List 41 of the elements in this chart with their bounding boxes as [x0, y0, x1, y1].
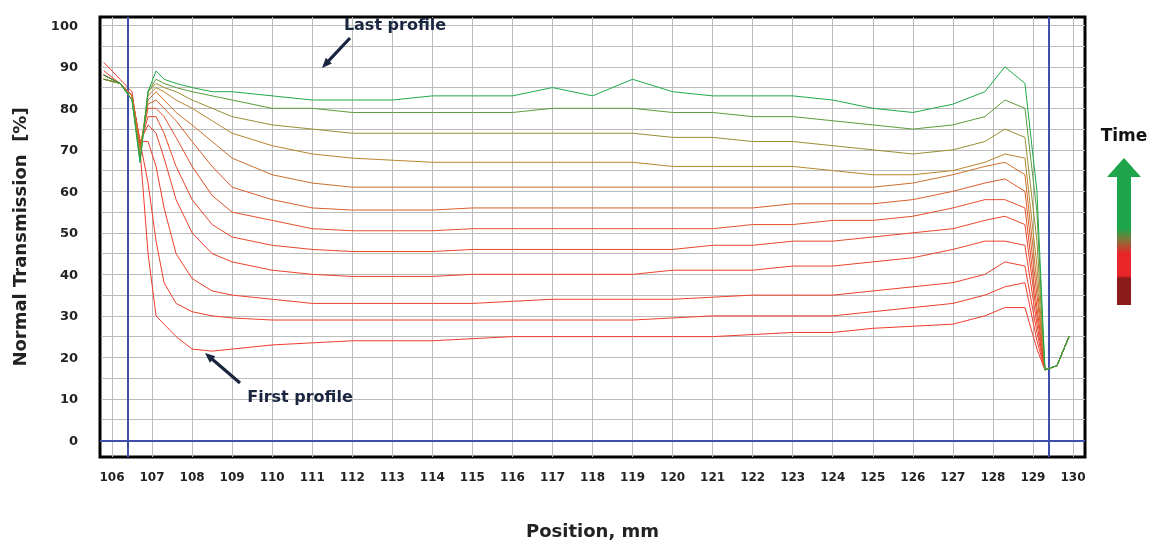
- x-tick-label: 110: [259, 470, 285, 484]
- y-tick-label: 10: [59, 391, 78, 407]
- y-tick-label: 50: [59, 225, 78, 241]
- y-axis-title: Normal Transmission [%]: [8, 107, 30, 367]
- x-tick-label: 129: [1020, 470, 1046, 484]
- x-tick-label: 125: [860, 470, 886, 484]
- x-tick-label: 116: [499, 470, 525, 484]
- annotation: First profile: [247, 386, 353, 406]
- x-tick-label: 107: [139, 470, 165, 484]
- annotation: Last profile: [343, 14, 447, 34]
- y-tick-label: 60: [59, 183, 78, 199]
- y-tick-label: 90: [59, 59, 78, 75]
- x-tick-label: 123: [780, 470, 806, 484]
- x-tick-label: 117: [539, 470, 565, 484]
- x-tick-label: 114: [419, 470, 445, 484]
- x-tick-label: 126: [900, 470, 926, 484]
- x-tick-label: 121: [700, 470, 726, 484]
- text: Time: [1100, 125, 1148, 145]
- x-tick-label: 109: [219, 470, 245, 484]
- x-tick-label: 108: [179, 470, 205, 484]
- y-tick-label: 20: [59, 349, 78, 365]
- x-tick-label: 111: [299, 470, 325, 484]
- x-axis-title: Position, mm: [525, 519, 660, 541]
- x-tick-label: 118: [579, 470, 606, 484]
- x-tick-label: 130: [1060, 470, 1086, 484]
- y-tick-label: 100: [50, 17, 78, 33]
- x-tick-label: 128: [980, 470, 1006, 484]
- x-tick-label: 112: [339, 470, 365, 484]
- y-tick-label: 30: [59, 308, 78, 324]
- x-tick-label: 127: [940, 470, 966, 484]
- x-tick-label: 120: [660, 470, 686, 484]
- y-tick-label: 40: [59, 266, 78, 282]
- x-tick-label: 119: [620, 470, 646, 484]
- x-tick-label: 115: [459, 470, 485, 484]
- y-tick-label: 0: [68, 432, 78, 448]
- y-tick-label: 80: [59, 100, 78, 116]
- x-tick-label: 106: [99, 470, 125, 484]
- x-tick-label: 113: [379, 470, 405, 484]
- y-tick-label: 70: [59, 142, 78, 158]
- x-tick-label: 124: [820, 470, 846, 484]
- x-tick-label: 122: [740, 470, 766, 484]
